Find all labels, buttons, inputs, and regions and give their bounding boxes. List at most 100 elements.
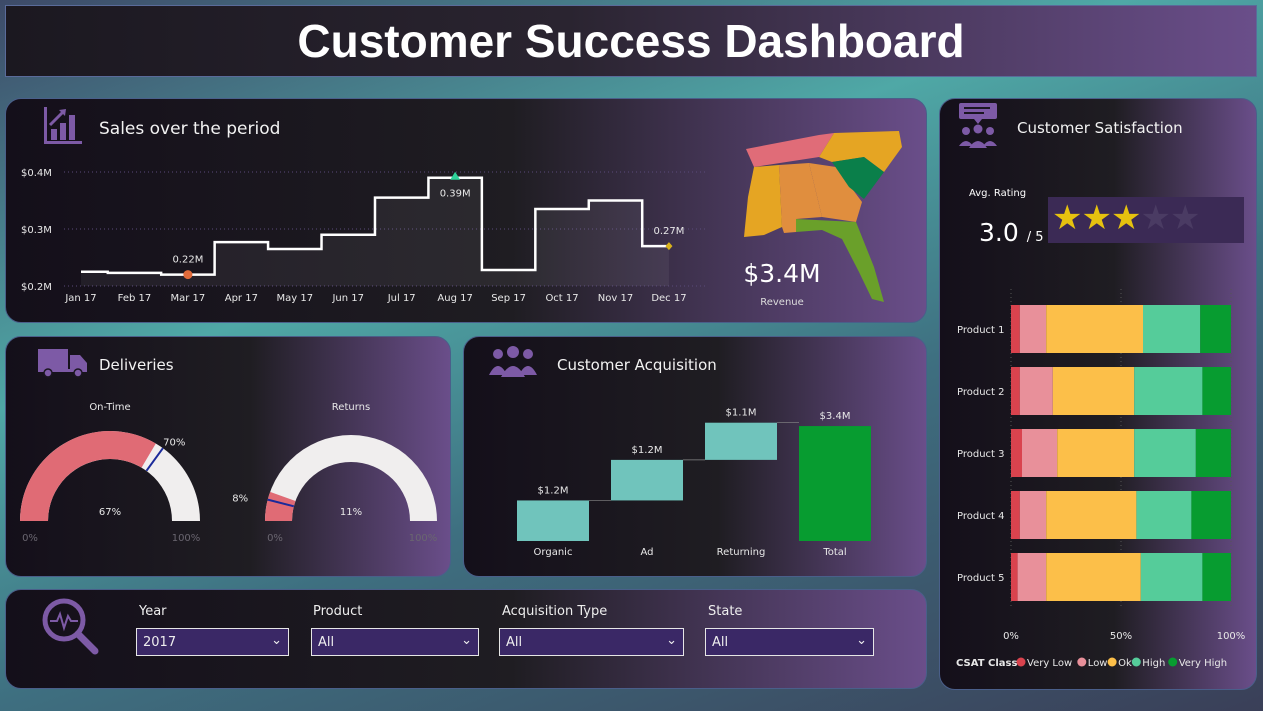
csat-bar-segment-ok bbox=[1052, 367, 1135, 415]
category-label: Ad bbox=[640, 547, 653, 558]
acquisition-panel: Customer Acquisition $1.2M Organic $1.2M Ad… bbox=[463, 336, 927, 577]
ontime-gauge-fill bbox=[20, 431, 156, 521]
star-filled-icon: ★ bbox=[1110, 198, 1142, 238]
map-mississippi bbox=[744, 165, 782, 237]
x-tick-label: 0% bbox=[1003, 631, 1019, 642]
csat-bar-segment-very-high bbox=[1202, 367, 1231, 415]
truck-icon bbox=[38, 349, 87, 378]
legend-label: Ok bbox=[1118, 658, 1132, 669]
csat-bar-segment-low bbox=[1022, 429, 1058, 477]
csat-bar-segment-high bbox=[1134, 367, 1203, 415]
x-tick-label: Mar 17 bbox=[171, 293, 206, 304]
csat-bar-segment-ok bbox=[1046, 553, 1141, 601]
map-georgia bbox=[809, 163, 862, 222]
chevron-down-icon: ⌄ bbox=[666, 633, 677, 648]
product-label: Product 4 bbox=[957, 511, 1005, 522]
chevron-down-icon: ⌄ bbox=[856, 633, 867, 648]
acquisition-type-dropdown[interactable]: All ⌄ bbox=[499, 628, 684, 656]
sales-line bbox=[81, 176, 669, 276]
state-filter-label: State bbox=[708, 604, 743, 619]
csat-bar-segment-very-low bbox=[1011, 491, 1020, 539]
chevron-down-icon: ⌄ bbox=[271, 633, 282, 648]
csat-bar-segment-very-low bbox=[1011, 429, 1022, 477]
users-group-icon bbox=[489, 346, 537, 377]
returns-target-label: 8% bbox=[232, 494, 248, 505]
product-label: Product 1 bbox=[957, 325, 1005, 336]
waterfall-bar-ad bbox=[611, 459, 683, 501]
csat-bar-segment-low bbox=[1019, 491, 1047, 539]
returns-gauge-min: 0% bbox=[267, 533, 283, 544]
chevron-down-icon: ⌄ bbox=[461, 633, 472, 648]
legend-dot bbox=[1168, 657, 1178, 667]
chart-growth-icon bbox=[44, 107, 82, 144]
ontime-gauge-max: 100% bbox=[172, 533, 201, 544]
x-tick-label: Feb 17 bbox=[118, 293, 152, 304]
year-dropdown[interactable]: 2017 ⌄ bbox=[136, 628, 289, 656]
legend-label: High bbox=[1142, 658, 1165, 669]
acquisition-waterfall-chart: $1.2M Organic $1.2M Ad $1.1M Returning $3.4M To… bbox=[517, 408, 871, 558]
filters-panel: Year 2017 ⌄ Product All ⌄ Acquisition Type A… bbox=[5, 589, 927, 689]
product-label: Product 5 bbox=[957, 573, 1005, 584]
y-tick-label: $0.4M bbox=[21, 168, 52, 179]
csat-bar-segment-very-high bbox=[1191, 491, 1231, 539]
csat-bar-segment-ok bbox=[1046, 491, 1137, 539]
legend-dot bbox=[1077, 657, 1087, 667]
revenue-label: Revenue bbox=[760, 297, 804, 308]
acquisition-title: Customer Acquisition bbox=[557, 356, 717, 374]
legend-dot bbox=[1107, 657, 1117, 667]
sales-title: Sales over the period bbox=[99, 119, 281, 139]
returns-gauge-fill bbox=[265, 491, 296, 521]
x-tick-label: May 17 bbox=[277, 293, 314, 304]
csat-bar-segment-ok bbox=[1057, 429, 1135, 477]
x-tick-label: 50% bbox=[1110, 631, 1132, 642]
satisfaction-title: Customer Satisfaction bbox=[1017, 119, 1183, 137]
data-label: $1.1M bbox=[726, 408, 757, 419]
delivery-gauges: On-Time 70% 67% 0% 100% Returns 8% 11% 0% 100% bbox=[20, 402, 437, 544]
product-label: Product 3 bbox=[957, 449, 1005, 460]
legend-dot bbox=[1016, 657, 1026, 667]
data-label: $1.2M bbox=[632, 445, 663, 456]
map-north-carolina bbox=[819, 131, 902, 172]
map-south-carolina bbox=[832, 157, 884, 199]
csat-bar-segment-high bbox=[1143, 305, 1201, 353]
sales-panel: Sales over the period $0.4M $0.3M $0.2M Jan… bbox=[5, 98, 927, 323]
ontime-target-marker bbox=[145, 447, 164, 472]
year-selected-value: 2017 bbox=[143, 635, 177, 650]
sales-step-chart: $0.4M $0.3M $0.2M Jan 17 Feb 17 Mar 17 Apr 17 M… bbox=[21, 168, 706, 304]
deliveries-title: Deliveries bbox=[99, 356, 174, 374]
star-empty-icon: ★ bbox=[1140, 198, 1171, 238]
star-filled-icon: ★ bbox=[1052, 198, 1083, 238]
csat-bar-segment-low bbox=[1019, 305, 1047, 353]
category-label: Organic bbox=[534, 547, 573, 558]
returns-gauge-label: Returns bbox=[332, 402, 370, 413]
map-florida bbox=[796, 219, 884, 302]
avg-rating-value: 3.0 / 5 bbox=[979, 218, 1044, 247]
csat-bar-segment-low bbox=[1017, 553, 1047, 601]
csat-bar-segment-high bbox=[1136, 491, 1192, 539]
state-map[interactable] bbox=[724, 127, 904, 307]
dashboard-header: Customer Success Dashboard bbox=[5, 5, 1257, 77]
satisfaction-panel: Customer Satisfaction Avg. Rating 3.0 / … bbox=[939, 98, 1257, 690]
data-label: 0.22M bbox=[172, 255, 203, 266]
y-tick-label: $0.2M bbox=[21, 282, 52, 293]
ontime-gauge-min: 0% bbox=[22, 533, 38, 544]
csat-bar-segment-ok bbox=[1046, 305, 1143, 353]
min-marker bbox=[183, 270, 193, 280]
returns-gauge-track bbox=[265, 435, 437, 521]
state-dropdown[interactable]: All ⌄ bbox=[705, 628, 874, 656]
rating-number: 3.0 bbox=[979, 218, 1019, 247]
waterfall-bar-total bbox=[799, 426, 871, 541]
max-marker bbox=[450, 171, 461, 180]
csat-stacked-bar-chart: 0% 50% 100% Product 1 Product 2 Product 3 Prod… bbox=[956, 289, 1246, 669]
csat-bar-segment-high bbox=[1140, 553, 1203, 601]
x-tick-label: Nov 17 bbox=[598, 293, 633, 304]
returns-gauge-value: 11% bbox=[340, 507, 362, 518]
data-label: $1.2M bbox=[538, 485, 569, 496]
star-filled-icon: ★ bbox=[1081, 198, 1112, 238]
product-dropdown[interactable]: All ⌄ bbox=[311, 628, 479, 656]
csat-bar-segment-high bbox=[1134, 429, 1196, 477]
data-label: $3.4M bbox=[820, 411, 851, 422]
csat-bar-segment-very-low bbox=[1011, 553, 1018, 601]
returns-target-marker bbox=[267, 498, 295, 508]
x-tick-label: 100% bbox=[1217, 631, 1246, 642]
